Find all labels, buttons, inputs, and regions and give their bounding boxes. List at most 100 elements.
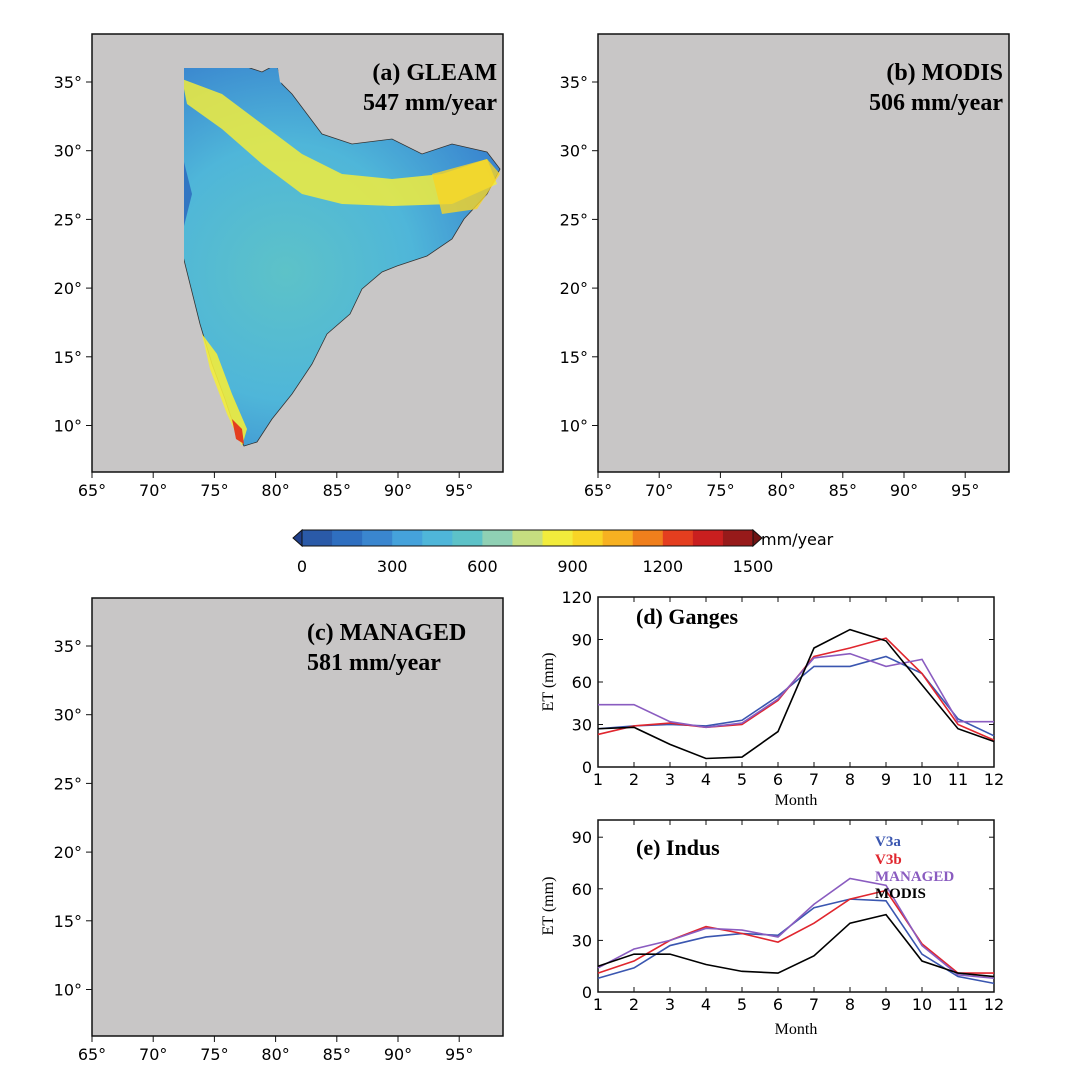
colorbar-swatch (542, 530, 574, 546)
x-tick-label: 1 (593, 995, 603, 1014)
lat-tick-label: 35° (54, 73, 82, 92)
chart-d-xlabel: Month (775, 792, 818, 809)
colorbar-swatch (692, 530, 724, 546)
colorbar-tick-label: 900 (557, 557, 588, 576)
legend-modis: MODIS (875, 886, 926, 902)
y-tick-label: 90 (572, 828, 592, 847)
lon-tick-label: 70° (139, 1045, 167, 1064)
legend-v3a: V3a (875, 834, 901, 850)
x-tick-label: 10 (912, 770, 932, 789)
x-tick-label: 11 (948, 770, 968, 789)
x-tick-label: 4 (701, 995, 711, 1014)
colorbar-swatch (602, 530, 634, 546)
lon-tick-label: 65° (78, 1045, 106, 1064)
colorbar-tick-label: 1500 (733, 557, 774, 576)
lon-tick-label: 70° (139, 481, 167, 500)
y-tick-label: 60 (572, 880, 592, 899)
lon-tick-label: 65° (78, 481, 106, 500)
lat-tick-label: 25° (54, 774, 82, 793)
chart-e-ylabel: ET (mm) (540, 877, 557, 936)
colorbar-swatch (662, 530, 694, 546)
colorbar-swatch (422, 530, 453, 546)
y-tick-label: 90 (572, 631, 592, 650)
map-b-axis-ticks: 65° 70° 75° 80° 85° 90° 95° 35° 30° 25° 20° 15° 10° (560, 73, 980, 500)
lon-tick-label: 95° (445, 1045, 473, 1064)
legend-v3b: V3b (875, 852, 902, 868)
legend-managed: MANAGED (875, 869, 954, 885)
lat-tick-label: 10° (54, 981, 82, 1000)
series-line-managed (598, 652, 994, 729)
map-b-value: 506 mm/year (869, 90, 1003, 116)
lat-tick-label: 15° (54, 912, 82, 931)
lat-tick-label: 15° (560, 348, 588, 367)
y-tick-label: 30 (572, 931, 592, 950)
colorbar-swatch (722, 530, 754, 546)
colorbar-swatch (392, 530, 423, 546)
lat-tick-label: 20° (54, 843, 82, 862)
chart-e-title: (e) Indus (636, 835, 720, 860)
lon-tick-label: 75° (200, 481, 228, 500)
lat-tick-label: 10° (560, 417, 588, 436)
series-line-managed (597, 877, 995, 980)
colorbar-high-arrow (752, 528, 763, 548)
lat-tick-label: 30° (54, 706, 82, 725)
x-tick-label: 12 (984, 995, 1004, 1014)
colorbar-tick-label: 600 (467, 557, 498, 576)
x-tick-label: 3 (665, 995, 675, 1014)
x-tick-label: 4 (701, 770, 711, 789)
x-tick-label: 10 (912, 995, 932, 1014)
x-tick-label: 1 (593, 770, 603, 789)
lon-tick-label: 65° (584, 481, 612, 500)
x-tick-label: 5 (737, 995, 747, 1014)
map-c-value: 581 mm/year (307, 650, 441, 676)
lat-tick-label: 10° (54, 417, 82, 436)
colorbar-swatches (292, 528, 763, 548)
lon-tick-label: 75° (706, 481, 734, 500)
lat-tick-label: 25° (54, 210, 82, 229)
colorbar-unit: mm/year (761, 530, 834, 549)
lat-tick-label: 20° (54, 279, 82, 298)
map-a-value: 547 mm/year (363, 90, 497, 116)
map-a-axis-ticks: 65° 70° 75° 80° 85° 90° 95° 35° 30° 25° 20° 15° 10° (54, 73, 474, 500)
colorbar-swatch (632, 530, 664, 546)
colorbar-swatch (452, 530, 483, 546)
lon-tick-label: 75° (200, 1045, 228, 1064)
map-a-title: (a) GLEAM (372, 60, 497, 86)
y-tick-label: 0 (582, 758, 592, 777)
map-c-title: (c) MANAGED (307, 620, 466, 646)
colorbar-tick-label: 1200 (642, 557, 683, 576)
colorbar-swatch (302, 530, 333, 546)
x-tick-label: 11 (948, 995, 968, 1014)
chart-d-title: (d) Ganges (636, 604, 739, 629)
lon-tick-label: 90° (890, 481, 918, 500)
lat-tick-label: 30° (54, 142, 82, 161)
x-tick-label: 5 (737, 770, 747, 789)
y-tick-label: 30 (572, 716, 592, 735)
x-tick-label: 8 (845, 770, 855, 789)
map-panel-c: (c) MANAGED 581 mm/year 65° 70° 75° 80° 85° 9… (54, 597, 504, 1064)
lat-tick-label: 35° (54, 637, 82, 656)
x-tick-label: 7 (809, 770, 819, 789)
lon-tick-label: 85° (323, 1045, 351, 1064)
colorbar-tick-label: 0 (297, 557, 307, 576)
map-a-dry-west (184, 162, 192, 226)
map-a-south-tip (232, 419, 244, 444)
colorbar: mm/year 0 300 600 900 1200 1500 (292, 528, 834, 576)
map-c-axis-ticks: 65° 70° 75° 80° 85° 90° 95° 35° 30° 25° 20° 15° 10° (54, 637, 474, 1064)
lon-tick-label: 85° (323, 481, 351, 500)
x-tick-label: 9 (881, 995, 891, 1014)
lat-tick-label: 30° (560, 142, 588, 161)
map-a-top-notch (277, 68, 292, 89)
lon-tick-label: 80° (261, 481, 289, 500)
x-tick-label: 6 (773, 770, 783, 789)
y-tick-label: 0 (582, 983, 592, 1002)
x-tick-label: 6 (773, 995, 783, 1014)
series-line-modis (597, 913, 995, 978)
map-b-background (597, 33, 1010, 473)
x-tick-label: 3 (665, 770, 675, 789)
lat-tick-label: 15° (54, 348, 82, 367)
map-panel-a: (a) GLEAM 547 mm/year 65° 70° 75° 80° 85° 90°… (54, 33, 504, 500)
